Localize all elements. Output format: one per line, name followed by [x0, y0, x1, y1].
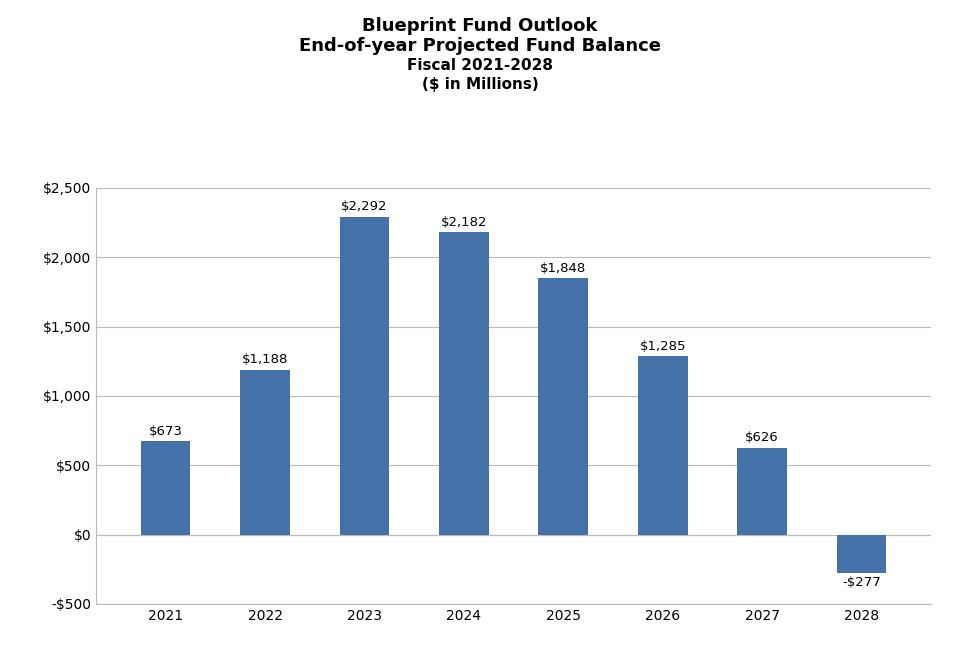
Text: $673: $673	[149, 425, 182, 437]
Text: $1,848: $1,848	[540, 262, 587, 275]
Text: $2,292: $2,292	[341, 200, 388, 213]
Text: $1,285: $1,285	[639, 340, 686, 353]
Text: -$277: -$277	[842, 576, 881, 589]
Bar	[539, 278, 588, 535]
Bar	[737, 448, 787, 535]
Text: Fiscal 2021-2028: Fiscal 2021-2028	[407, 58, 553, 73]
Text: Blueprint Fund Outlook: Blueprint Fund Outlook	[362, 17, 598, 35]
Bar	[141, 442, 190, 535]
Bar	[637, 356, 687, 535]
Text: $626: $626	[745, 431, 780, 444]
Text: $1,188: $1,188	[242, 354, 288, 366]
Text: End-of-year Projected Fund Balance: End-of-year Projected Fund Balance	[299, 37, 661, 55]
Bar	[240, 370, 290, 535]
Bar	[340, 217, 390, 535]
Bar	[439, 232, 489, 535]
Text: ($ in Millions): ($ in Millions)	[421, 77, 539, 92]
Bar	[837, 535, 886, 573]
Text: $2,182: $2,182	[441, 215, 487, 229]
